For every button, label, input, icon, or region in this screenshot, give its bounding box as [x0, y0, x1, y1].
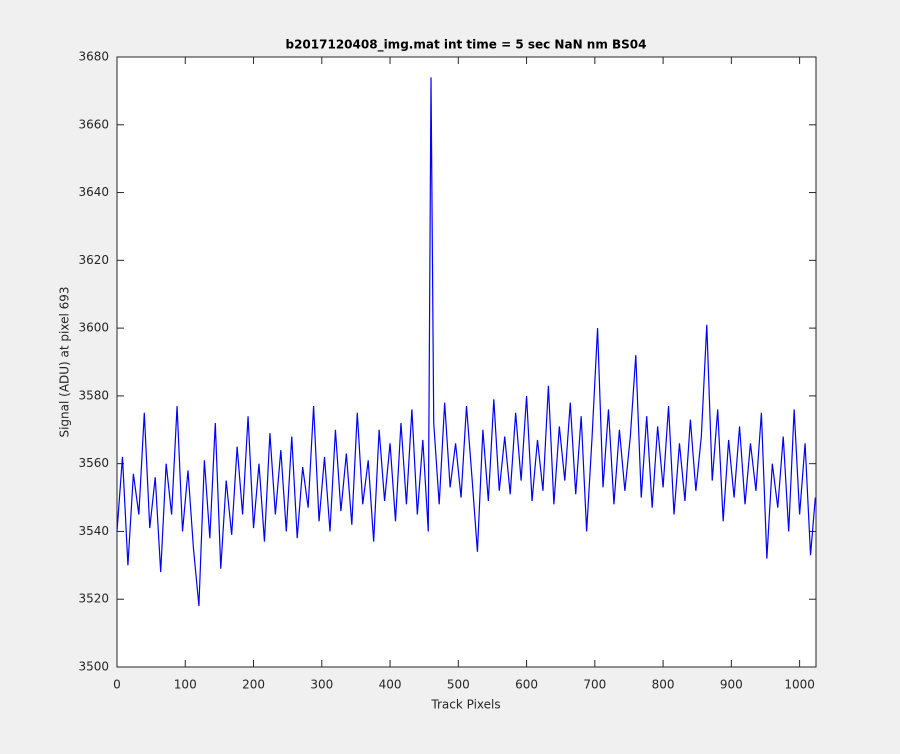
y-tick-label: 3520 [78, 592, 109, 606]
data-line [116, 77, 816, 607]
x-tick-label: 900 [720, 678, 743, 692]
x-tick-label: 700 [583, 678, 606, 692]
y-tick-label: 3600 [78, 321, 109, 335]
x-axis-label: Track Pixels [430, 698, 500, 712]
y-axis-label: Signal (ADU) at pixel 693 [58, 286, 72, 437]
plot-area [116, 56, 817, 668]
y-tick-label: 3660 [78, 117, 109, 131]
x-tick-label: 0 [113, 678, 121, 692]
y-tick-label: 3680 [78, 50, 109, 64]
y-tick-label: 3500 [78, 660, 109, 674]
x-tick-label: 300 [310, 678, 333, 692]
x-tick-label: 100 [174, 678, 197, 692]
x-tick-label: 800 [652, 678, 675, 692]
y-tick-label: 3540 [78, 524, 109, 538]
x-tick-label: 200 [242, 678, 265, 692]
y-tick-label: 3580 [78, 388, 109, 402]
y-tick-label: 3560 [78, 456, 109, 470]
x-tick-label: 500 [447, 678, 470, 692]
y-tick-label: 3640 [78, 185, 109, 199]
x-tick-label: 400 [379, 678, 402, 692]
y-tick-label: 3620 [78, 253, 109, 267]
x-tick-label: 600 [515, 678, 538, 692]
x-tick-label: 1000 [784, 678, 815, 692]
chart-title: b2017120408_img.mat int time = 5 sec NaN… [285, 38, 646, 53]
